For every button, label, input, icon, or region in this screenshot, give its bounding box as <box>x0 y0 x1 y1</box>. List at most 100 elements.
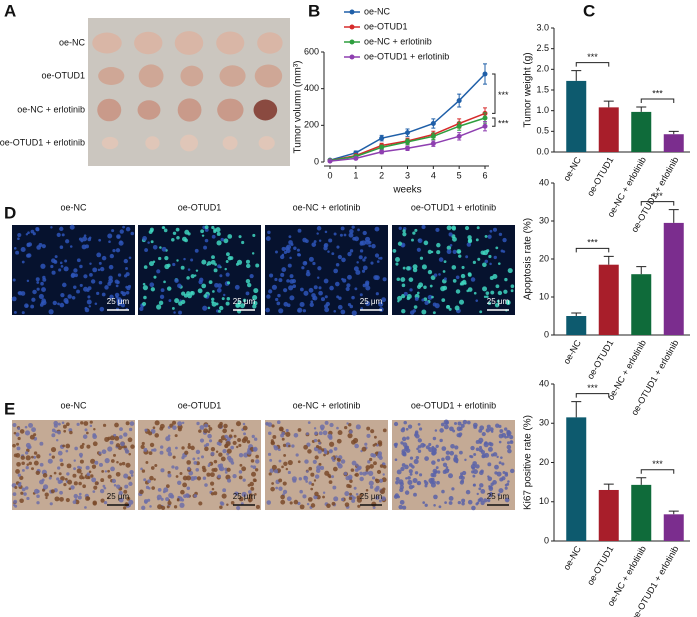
row-label: oe-NC + erlotinib <box>17 104 85 114</box>
cell <box>496 471 502 477</box>
tumor <box>145 136 160 150</box>
cell <box>454 445 459 450</box>
significance-bracket <box>575 62 610 67</box>
cell <box>442 462 448 467</box>
y-tick-label: 2.0 <box>536 64 549 74</box>
cell <box>347 274 352 280</box>
cell <box>301 266 305 270</box>
legend-label: oe-OTUD1 <box>364 21 408 31</box>
cell <box>241 240 245 245</box>
cell <box>273 469 278 474</box>
cell <box>498 440 502 444</box>
cell <box>202 225 206 229</box>
cell <box>172 420 177 425</box>
cell <box>208 427 213 431</box>
cell <box>464 458 467 462</box>
cell <box>238 235 242 239</box>
cell <box>416 247 421 252</box>
cell <box>172 262 176 267</box>
cell <box>351 310 357 316</box>
cell <box>416 480 422 486</box>
cell <box>422 501 426 505</box>
cell <box>392 249 397 253</box>
cell <box>395 257 400 263</box>
cell <box>487 301 492 305</box>
cell <box>307 421 311 425</box>
cell <box>248 499 252 503</box>
cell <box>308 466 313 471</box>
cell <box>417 438 422 443</box>
cell <box>130 474 134 477</box>
cell <box>480 488 486 494</box>
cell <box>377 451 383 456</box>
point <box>456 123 462 129</box>
cell <box>323 246 328 251</box>
cell <box>25 466 29 470</box>
cell <box>432 436 437 441</box>
cell <box>373 461 377 466</box>
cell <box>168 299 172 302</box>
cell <box>251 252 255 255</box>
cell <box>510 289 514 293</box>
cell <box>88 236 92 240</box>
cell <box>498 488 504 494</box>
cell <box>467 287 473 292</box>
cell <box>267 431 272 436</box>
cell <box>211 487 215 491</box>
y-tick-label: 3.0 <box>536 22 549 32</box>
cell <box>180 498 185 502</box>
cell <box>287 263 292 268</box>
cell <box>317 439 321 443</box>
cell <box>347 303 352 307</box>
cell <box>57 302 60 306</box>
cell <box>278 486 283 491</box>
cell <box>415 433 420 439</box>
cell <box>21 260 25 264</box>
cell <box>275 250 278 254</box>
cell <box>59 496 64 502</box>
cell <box>123 473 129 479</box>
cell <box>50 226 53 229</box>
cell <box>213 268 218 273</box>
cell <box>225 260 229 263</box>
cell <box>188 470 194 476</box>
cell <box>487 446 493 452</box>
cell <box>333 232 337 236</box>
cell <box>45 496 48 500</box>
cell <box>65 443 71 449</box>
cell <box>437 470 441 474</box>
cell <box>335 455 338 458</box>
cell <box>324 451 328 455</box>
cell <box>498 461 502 465</box>
cell <box>72 473 77 478</box>
cell <box>56 232 61 237</box>
cell <box>31 297 36 302</box>
cell <box>150 229 154 233</box>
cell <box>171 307 175 310</box>
scale-bar-label: 25 μm <box>233 297 256 306</box>
cell <box>176 259 179 262</box>
cell <box>210 447 216 452</box>
cell <box>375 478 380 484</box>
cell <box>488 441 492 446</box>
cell <box>87 295 91 299</box>
cell <box>237 438 242 442</box>
cell <box>483 442 489 448</box>
significance-label: *** <box>587 383 598 393</box>
cell <box>376 469 382 475</box>
cell <box>190 445 195 451</box>
cell <box>21 311 25 315</box>
cell <box>424 456 429 461</box>
cell <box>60 462 64 467</box>
bar <box>631 274 652 335</box>
cell <box>141 505 146 510</box>
cell <box>234 284 240 290</box>
cell <box>307 497 313 502</box>
cell <box>356 495 361 500</box>
cell <box>57 430 61 435</box>
cell <box>150 466 155 470</box>
cell <box>328 480 333 484</box>
cell <box>411 238 414 242</box>
cell <box>461 476 465 480</box>
cell <box>199 425 205 430</box>
